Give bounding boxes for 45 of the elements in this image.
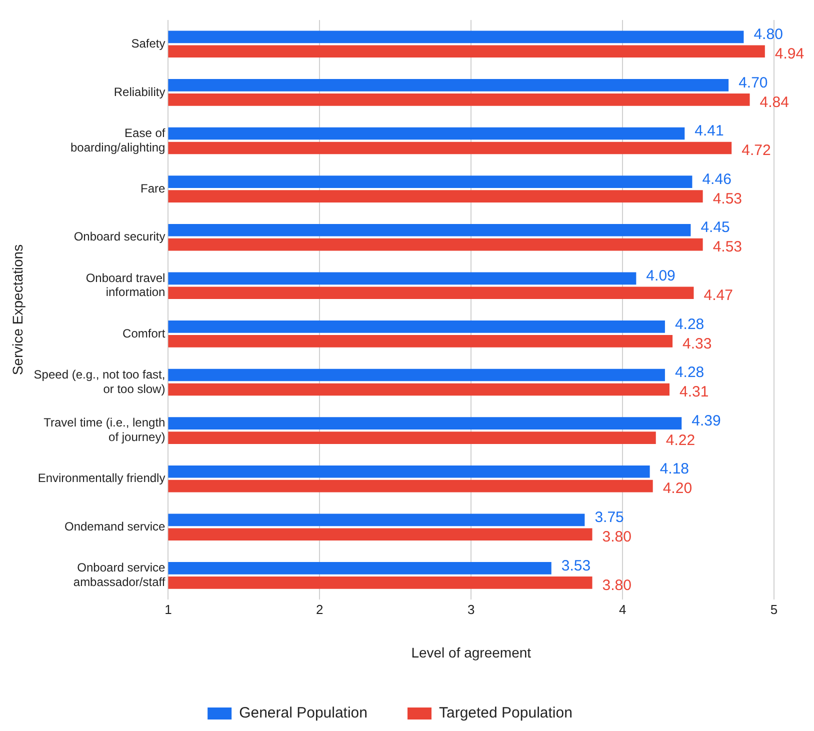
- x-tick-label: 4: [618, 602, 626, 617]
- y-tick-label: Onboard security: [74, 230, 166, 244]
- x-tick-label: 2: [316, 602, 324, 617]
- y-axis-title: Service Expectations: [9, 244, 26, 376]
- y-tick-label: Onboard travel information: [86, 270, 166, 300]
- data-label: 4.22: [666, 432, 696, 449]
- x-axis-title: Level of agreement: [411, 644, 532, 660]
- legend-label: General Population: [239, 704, 368, 722]
- data-label: 4.47: [704, 287, 733, 304]
- data-label: 4.84: [760, 94, 789, 111]
- data-label: 4.45: [700, 219, 730, 236]
- y-tick-label: Comfort: [122, 326, 166, 340]
- y-tick-label: Environmentally friendly: [38, 471, 166, 486]
- data-label: 4.31: [680, 384, 709, 401]
- y-tick-label: Safety: [131, 36, 166, 50]
- data-label: 4.72: [742, 142, 771, 160]
- data-label: 4.39: [692, 412, 721, 430]
- data-label: 4.94: [774, 46, 804, 63]
- legend-label: Targeted Population: [438, 704, 572, 722]
- data-label: 4.70: [738, 74, 768, 92]
- data-label: 3.75: [594, 509, 624, 526]
- x-tick-label: 3: [467, 602, 475, 617]
- data-label: 4.46: [702, 170, 732, 188]
- data-label: 4.33: [682, 335, 712, 352]
- data-label: 4.28: [674, 364, 704, 382]
- x-tick-label: 1: [164, 602, 172, 617]
- y-tick-label: Speed (e.g., not too fast, or too slow): [34, 367, 166, 396]
- data-label: 3.53: [561, 557, 591, 574]
- data-label: 4.09: [646, 268, 676, 285]
- y-tick-label: Ondemand service: [64, 519, 166, 534]
- data-label: 4.41: [694, 122, 724, 140]
- data-label: 4.80: [754, 26, 783, 44]
- y-tick-label: Onboard service ambassador/staff: [73, 560, 166, 589]
- data-label: 4.53: [712, 238, 742, 256]
- data-label: 3.80: [602, 576, 632, 594]
- x-tick-label: 5: [770, 602, 778, 617]
- data-label: 4.53: [712, 190, 742, 208]
- data-label: 4.18: [660, 460, 690, 478]
- data-label: 3.80: [602, 528, 632, 546]
- y-tick-label: Reliability: [114, 84, 166, 99]
- data-label: 4.20: [662, 480, 692, 498]
- y-tick-label: Ease of boarding/alighting: [70, 126, 166, 154]
- data-label: 4.28: [674, 316, 704, 333]
- y-tick-label: Fare: [140, 181, 166, 196]
- y-tick-label: Travel time (i.e., length of journey): [44, 416, 166, 444]
